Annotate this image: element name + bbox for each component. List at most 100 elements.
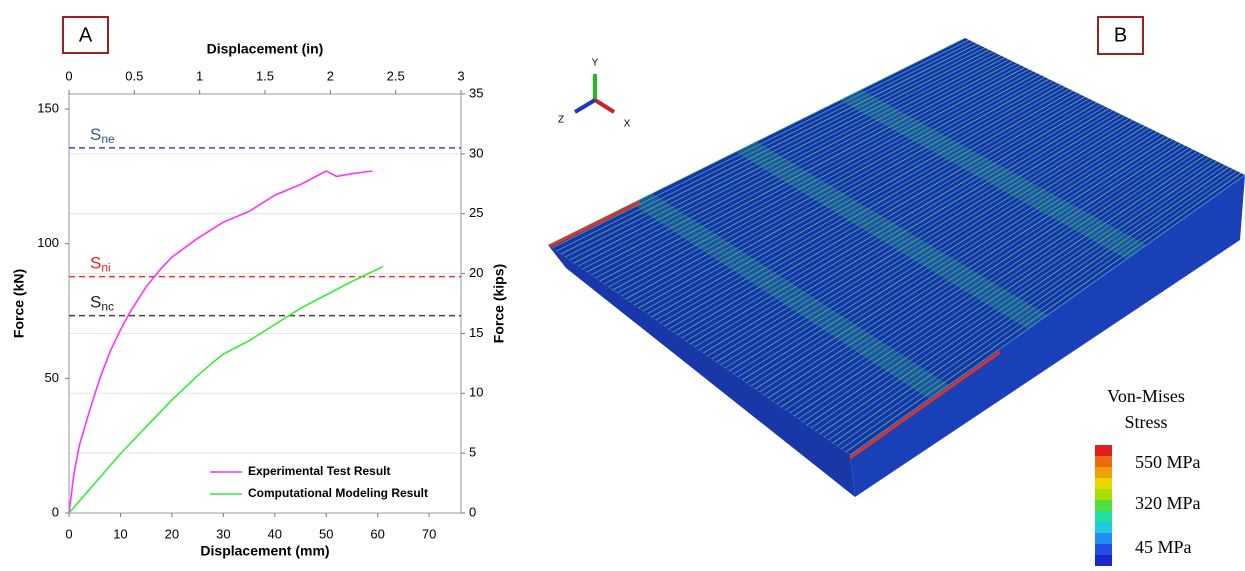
y-tick-label: 0 xyxy=(52,504,59,519)
x2-tick-label: 1 xyxy=(196,68,203,83)
rib xyxy=(603,63,1018,285)
x-tick-label: 40 xyxy=(268,526,282,541)
rib xyxy=(703,108,1110,354)
legend-title: Von-Mises xyxy=(1107,386,1185,406)
colorbar-step xyxy=(1095,456,1112,467)
y2-tick-label: 35 xyxy=(469,85,483,100)
y2-axis-title: Force (kips) xyxy=(491,264,507,343)
rib xyxy=(845,172,1242,453)
x-tick-label: 70 xyxy=(422,526,436,541)
panel-b-label: B xyxy=(1114,24,1127,46)
rib xyxy=(694,104,1102,348)
y2-tick-label: 15 xyxy=(469,325,483,340)
colorbar-step xyxy=(1095,489,1112,500)
rib xyxy=(836,168,1234,447)
reference-label: Sne xyxy=(90,125,115,146)
rib xyxy=(698,106,1106,351)
rib xyxy=(612,66,1026,291)
rib xyxy=(556,41,974,252)
rib xyxy=(724,117,1130,369)
rib xyxy=(720,115,1126,366)
side-face xyxy=(850,175,1245,497)
x-tick-label: 10 xyxy=(113,526,127,541)
y2-tick-label: 30 xyxy=(469,145,483,160)
hot-edge xyxy=(849,350,1001,460)
x2-tick-label: 2.5 xyxy=(387,68,405,83)
x2-tick-label: 0 xyxy=(65,68,72,83)
y-tick-label: 150 xyxy=(37,101,59,116)
rib xyxy=(737,123,1142,378)
colorbar-step xyxy=(1095,511,1112,522)
rib xyxy=(659,88,1070,324)
y-tick-label: 100 xyxy=(37,235,59,250)
y-tick-label: 50 xyxy=(45,370,59,385)
panel-a-label: A xyxy=(79,24,93,46)
rib xyxy=(767,137,1170,399)
x-axis-title: Displacement (mm) xyxy=(200,543,329,559)
rib xyxy=(690,102,1098,345)
colorbar-step xyxy=(1095,522,1112,533)
axis-x: X xyxy=(624,119,631,130)
rib xyxy=(642,80,1054,312)
rib xyxy=(780,143,1182,408)
rib xyxy=(552,39,970,249)
stress-band xyxy=(735,141,1048,329)
rib xyxy=(569,47,986,261)
reference-subscript: ni xyxy=(101,261,110,275)
reference-label: Snc xyxy=(90,293,114,314)
rib xyxy=(707,110,1114,357)
rib xyxy=(677,96,1086,336)
rib xyxy=(651,84,1062,318)
rib xyxy=(608,65,1022,288)
rib xyxy=(565,45,982,258)
rib xyxy=(634,76,1046,306)
rib xyxy=(599,61,1014,282)
rib xyxy=(629,74,1042,303)
rib xyxy=(806,155,1206,426)
rib xyxy=(785,145,1186,411)
rib xyxy=(716,113,1122,363)
axis-triad: Y Z X xyxy=(558,58,631,130)
y2-tick-label: 10 xyxy=(469,385,483,400)
rib xyxy=(802,153,1202,423)
rib xyxy=(573,49,990,264)
reference-symbol: S xyxy=(90,254,101,273)
rib xyxy=(616,68,1030,294)
x2-tick-label: 0.5 xyxy=(125,68,143,83)
rib xyxy=(560,43,978,255)
axis-y: Y xyxy=(592,58,599,69)
rib xyxy=(776,141,1178,405)
reference-symbol: S xyxy=(90,293,101,312)
colorbar-step xyxy=(1095,467,1112,478)
rib xyxy=(590,57,1006,276)
rib xyxy=(685,100,1094,342)
x-tick-label: 0 xyxy=(65,526,72,541)
colorbar-label: 320 MPa xyxy=(1135,493,1201,513)
colorbar-step xyxy=(1095,500,1112,511)
x2-tick-label: 2 xyxy=(327,68,334,83)
colorbar xyxy=(1095,445,1112,566)
rib xyxy=(668,92,1078,330)
legend-label: Experimental Test Result xyxy=(248,464,391,478)
colorbar-label: 550 MPa xyxy=(1135,452,1201,472)
rib xyxy=(728,119,1134,372)
plot-frame xyxy=(68,93,462,514)
rib xyxy=(681,98,1090,339)
rib xyxy=(621,70,1034,297)
rib xyxy=(733,121,1138,375)
legend-label: Computational Modeling Result xyxy=(248,486,428,500)
rib xyxy=(815,158,1214,432)
side-face xyxy=(548,245,855,497)
colorbar-step xyxy=(1095,478,1112,489)
x2-axis-title: Displacement (in) xyxy=(207,41,324,57)
rib xyxy=(741,125,1146,381)
rib xyxy=(582,53,998,270)
rib xyxy=(586,55,1002,273)
y-axis-title: Force (kN) xyxy=(11,269,27,338)
rib xyxy=(638,78,1050,309)
stress-band xyxy=(839,89,1147,259)
rib xyxy=(754,131,1158,390)
rib xyxy=(655,86,1066,321)
rib xyxy=(759,133,1162,393)
reference-subscript: nc xyxy=(101,300,114,314)
